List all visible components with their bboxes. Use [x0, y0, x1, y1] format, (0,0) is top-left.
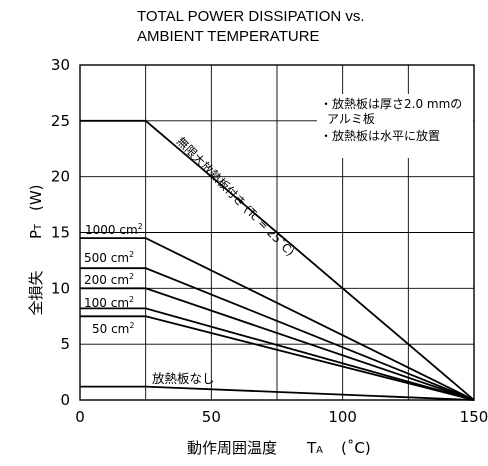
y-tick-label: 20: [51, 168, 70, 186]
series-lines: [80, 119, 475, 401]
notes-box: [317, 94, 473, 158]
chart-title-line-2: AMBIENT TEMPERATURE: [137, 28, 320, 45]
series-line-4: [80, 307, 475, 401]
y-axis-symbol: PT: [27, 223, 45, 239]
x-tick-label: 50: [202, 408, 221, 426]
y-axis-unit: (W): [27, 184, 45, 211]
series-label-1000: 1000 cm2: [85, 222, 143, 237]
series-label-50: 50 cm2: [92, 321, 134, 336]
y-axis-label: 全損失: [27, 270, 45, 315]
y-tick-label: 10: [51, 279, 70, 297]
x-axis-symbol: TA: [306, 439, 323, 457]
series-line-0: [80, 119, 475, 401]
series-label-500: 500 cm2: [84, 250, 134, 265]
series-line-5: [80, 315, 475, 401]
x-axis-label: 動作周囲温度: [187, 439, 277, 457]
axis-tick-labels: 0 50 100 150 0 5 10 15 20 25 30: [51, 56, 488, 426]
series-label-100: 100 cm2: [84, 295, 134, 310]
series-line-1: [80, 237, 475, 401]
y-tick-label: 30: [51, 56, 70, 74]
y-tick-label: 5: [60, 335, 70, 353]
series-label-infinite: 無限大放熱板付き (Tc = 25˚C): [174, 134, 298, 259]
note-line-3: ・放熱板は水平に放置: [320, 128, 440, 143]
series-label-200: 200 cm2: [84, 272, 134, 287]
series-label-no-heatsink: 放熱板なし: [152, 371, 215, 386]
y-tick-label: 0: [60, 391, 70, 409]
y-tick-label: 15: [51, 224, 70, 242]
x-axis-unit: (˚C): [341, 439, 371, 457]
x-tick-label: 150: [460, 408, 488, 426]
note-line-2: アルミ板: [327, 112, 375, 126]
plot-frame: [79, 64, 475, 401]
chart-title-line-1: TOTAL POWER DISSIPATION vs.: [137, 8, 365, 25]
x-tick-label: 0: [75, 408, 85, 426]
note-line-1: ・放熱板は厚さ2.0 mmの: [320, 96, 462, 111]
series-line-3: [80, 287, 475, 401]
y-tick-label: 25: [51, 112, 70, 130]
series-line-2: [80, 267, 475, 401]
x-tick-label: 100: [328, 408, 357, 426]
series-line-6: [80, 385, 475, 401]
